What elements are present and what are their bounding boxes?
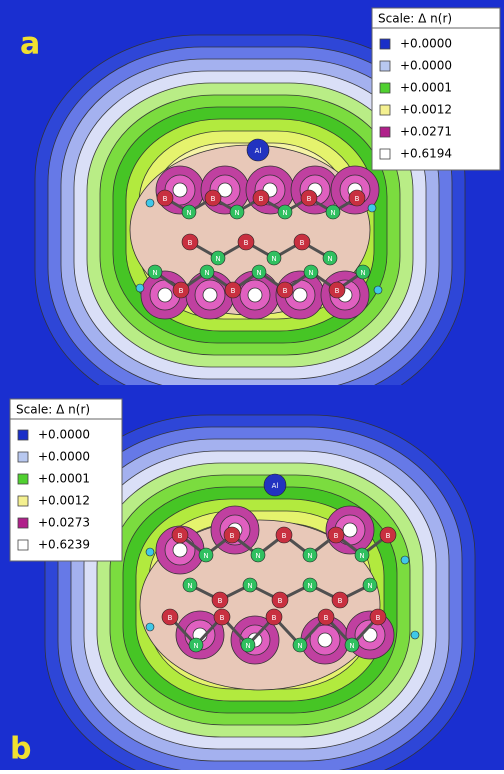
legend-title: Scale: Δ n(r) xyxy=(16,403,90,417)
atom-label: N xyxy=(187,582,192,590)
atom-label: B xyxy=(168,614,173,622)
atom-label: B xyxy=(386,532,391,540)
atom-label: B xyxy=(300,239,305,247)
legend-value: +0.0000 xyxy=(38,450,90,464)
atom-label: N xyxy=(255,552,260,560)
atom-label: N xyxy=(256,269,261,277)
atom-label: B xyxy=(282,532,287,540)
atom-label: B xyxy=(163,195,168,203)
atom-label: N xyxy=(297,642,302,650)
atom-label: B xyxy=(272,614,277,622)
atom-label: N xyxy=(234,209,239,217)
atom xyxy=(146,199,154,207)
density-lobe xyxy=(343,523,357,537)
atom xyxy=(136,284,144,292)
atom-label: N xyxy=(215,255,220,263)
atom-label: B xyxy=(259,195,264,203)
atom-label: Al xyxy=(255,147,262,155)
legend-value: +0.0000 xyxy=(400,59,452,73)
atom-label: B xyxy=(220,614,225,622)
atom-label: B xyxy=(283,287,288,295)
density-lobe xyxy=(203,288,217,302)
atom-label: N xyxy=(186,209,191,217)
legend-swatch xyxy=(380,149,390,159)
legend-swatch xyxy=(380,105,390,115)
atom-label: N xyxy=(367,582,372,590)
atom-label: B xyxy=(231,287,236,295)
legend-swatch xyxy=(18,518,28,528)
atom-label: B xyxy=(278,597,283,605)
atom-label: N xyxy=(360,269,365,277)
legend-swatch xyxy=(380,61,390,71)
panel: Al B N B N B N B N B N B N B N B N B N B N B N B N Bb Scale: Δ n(r… xyxy=(0,385,504,770)
atom-label: Al xyxy=(272,482,279,490)
panel-label: b xyxy=(10,732,31,767)
atom-label: B xyxy=(355,195,360,203)
atom-label: N xyxy=(307,582,312,590)
legend-value: +0.0012 xyxy=(400,103,452,117)
legend-swatch xyxy=(18,496,28,506)
atom-label: N xyxy=(349,642,354,650)
atom-label: B xyxy=(179,287,184,295)
atom-label: B xyxy=(178,532,183,540)
figure: AlBNBNBNBNBBNBNBNNBNBNBNBNaScale: Δ n(r)… xyxy=(0,0,504,770)
atom-label: N xyxy=(193,642,198,650)
density-lobe xyxy=(248,288,262,302)
atom-label: N xyxy=(245,642,250,650)
atom-label: N xyxy=(204,269,209,277)
atom-label: N xyxy=(152,269,157,277)
legend-value: +0.0001 xyxy=(400,81,452,95)
panel-label: a xyxy=(20,27,40,62)
atom-label: B xyxy=(218,597,223,605)
atom xyxy=(368,204,376,212)
legend-swatch xyxy=(18,452,28,462)
atom-label: B xyxy=(334,532,339,540)
atom xyxy=(374,286,382,294)
atom-label: N xyxy=(327,255,332,263)
legend-swatch xyxy=(18,474,28,484)
atom-label: B xyxy=(338,597,343,605)
atom-label: B xyxy=(188,239,193,247)
atom-label: B xyxy=(307,195,312,203)
atom-label: N xyxy=(308,269,313,277)
atom-label: B xyxy=(211,195,216,203)
legend-title: Scale: Δ n(r) xyxy=(378,12,452,26)
atom-label: B xyxy=(376,614,381,622)
atom-label: B xyxy=(335,287,340,295)
atom-label: N xyxy=(359,552,364,560)
legend-swatch xyxy=(380,39,390,49)
atom xyxy=(401,556,409,564)
legend-swatch xyxy=(380,127,390,137)
density-lobe xyxy=(173,183,187,197)
atom-label: N xyxy=(247,582,252,590)
legend-value: +0.0012 xyxy=(38,494,90,508)
atom xyxy=(411,631,419,639)
legend-value: +0.6194 xyxy=(400,147,452,161)
legend-swatch xyxy=(18,540,28,550)
atom xyxy=(146,548,154,556)
density-lobe xyxy=(293,288,307,302)
legend-value: +0.0271 xyxy=(400,125,452,139)
atom xyxy=(146,623,154,631)
legend-value: +0.0273 xyxy=(38,516,90,530)
atom-label: B xyxy=(324,614,329,622)
legend-value: +0.6239 xyxy=(38,538,90,552)
atom-label: N xyxy=(271,255,276,263)
legend-value: +0.0000 xyxy=(400,37,452,51)
legend-value: +0.0001 xyxy=(38,472,90,486)
density-lobe xyxy=(158,288,172,302)
density-lobe xyxy=(318,633,332,647)
atom-label: B xyxy=(230,532,235,540)
atom-label: N xyxy=(307,552,312,560)
legend-swatch xyxy=(380,83,390,93)
density-lobe xyxy=(173,543,187,557)
atom-label: N xyxy=(203,552,208,560)
atom-label: B xyxy=(244,239,249,247)
legend-swatch xyxy=(18,430,28,440)
atom-label: N xyxy=(330,209,335,217)
legend-value: +0.0000 xyxy=(38,428,90,442)
atom-label: N xyxy=(282,209,287,217)
